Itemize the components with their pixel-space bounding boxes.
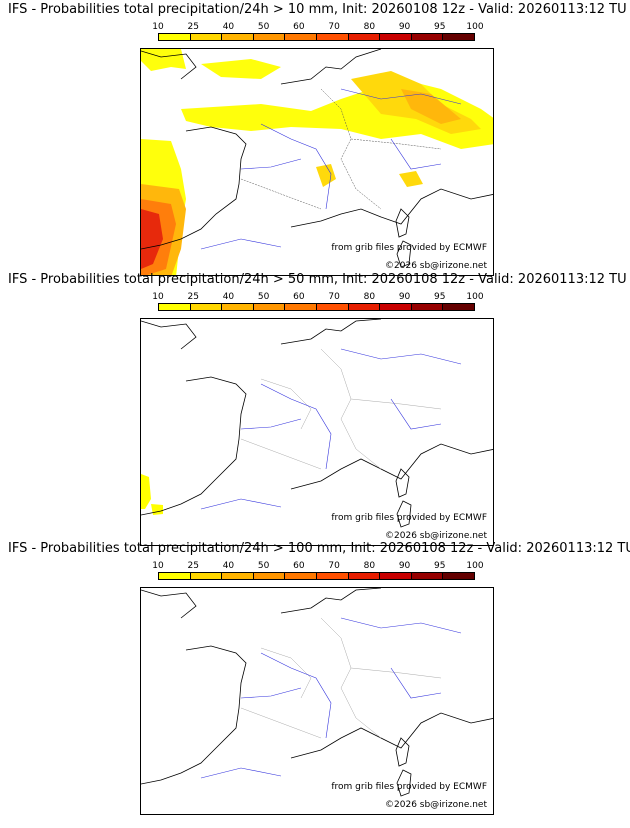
colorbar-tick-label: 60 — [293, 292, 305, 302]
colorbar-tick-label: 50 — [257, 292, 270, 302]
map-frame: from grib files provided by ECMWF ©2026 … — [140, 318, 494, 546]
colorbar — [158, 572, 475, 580]
map-frame: from grib files provided by ECMWF ©2026 … — [140, 587, 494, 815]
colorbar-segment — [190, 34, 223, 40]
colorbar-tick-label: 60 — [293, 561, 305, 571]
colorbar-tick-label: 10 — [152, 292, 164, 302]
panel-title: IFS - Probabilities total precipitation/… — [8, 2, 627, 17]
colorbar-segment — [285, 304, 317, 310]
colorbar-segment — [348, 304, 381, 310]
colorbar-tick-label: 25 — [187, 561, 199, 571]
colorbar-tick-label: 40 — [222, 561, 235, 571]
colorbar-tick-label: 80 — [363, 292, 376, 302]
precip-shading — [141, 49, 493, 275]
copyright: ©2026 sb@irizone.net — [385, 261, 487, 271]
colorbar-tick-label: 90 — [398, 22, 411, 32]
colorbar-tick-label: 50 — [257, 22, 270, 32]
source-credit: from grib files provided by ECMWF — [331, 243, 487, 253]
colorbar-segment — [316, 573, 349, 579]
copyright: ©2026 sb@irizone.net — [385, 800, 487, 810]
colorbar-segment — [222, 573, 254, 579]
colorbar-segment — [411, 573, 444, 579]
colorbar-tick-label: 80 — [363, 561, 376, 571]
map-panel-50mm: IFS - Probabilities total precipitation/… — [0, 270, 630, 546]
panel-title: IFS - Probabilities total precipitation/… — [8, 541, 630, 556]
colorbar-segment — [190, 573, 223, 579]
colorbar-tick-label: 70 — [328, 292, 340, 302]
colorbar-tick-label: 25 — [187, 292, 199, 302]
panel-title: IFS - Probabilities total precipitation/… — [8, 272, 627, 287]
coastline — [141, 319, 493, 528]
colorbar-tick-label: 40 — [222, 22, 235, 32]
colorbar-segment — [222, 34, 254, 40]
borders — [240, 88, 442, 210]
colorbar-segment — [159, 34, 191, 40]
colorbar-tick-label: 60 — [293, 22, 305, 32]
colorbar-tick-label: 70 — [328, 22, 340, 32]
colorbar-segment — [380, 34, 412, 40]
copyright: ©2026 sb@irizone.net — [385, 531, 487, 541]
colorbar-segment — [253, 34, 286, 40]
colorbar-tick-label: 40 — [222, 292, 235, 302]
colorbar-segment — [159, 304, 191, 310]
rivers — [200, 617, 462, 779]
coastline — [141, 49, 493, 268]
rivers — [200, 348, 462, 510]
colorbar-segment — [159, 573, 191, 579]
source-credit: from grib files provided by ECMWF — [331, 513, 487, 523]
colorbar — [158, 303, 475, 311]
colorbar-segment — [253, 573, 286, 579]
colorbar-tick-label: 100 — [466, 292, 484, 302]
map-panel-10mm: IFS - Probabilities total precipitation/… — [0, 0, 630, 276]
colorbar-tick-label: 100 — [466, 22, 484, 32]
colorbar-tick-label: 80 — [363, 22, 376, 32]
colorbar-segment — [443, 34, 474, 40]
colorbar-segment — [285, 34, 317, 40]
colorbar-segment — [411, 34, 444, 40]
colorbar-segment — [380, 573, 412, 579]
colorbar-ticks: 10 25 40 50 60 70 80 90 95 100 — [152, 22, 483, 33]
rivers — [200, 88, 462, 250]
colorbar-segment — [222, 304, 254, 310]
colorbar-tick-label: 10 — [152, 561, 164, 571]
map-panel-100mm: IFS - Probabilities total precipitation/… — [0, 539, 630, 815]
colorbar — [158, 33, 475, 41]
map-canvas — [141, 319, 493, 528]
map-frame: from grib files provided by ECMWF ©2026 … — [140, 48, 494, 276]
coastline — [141, 588, 493, 797]
colorbar-tick-label: 90 — [398, 561, 411, 571]
colorbar-segment — [190, 304, 223, 310]
map-canvas — [141, 49, 493, 275]
source-credit: from grib files provided by ECMWF — [331, 782, 487, 792]
colorbar-tick-label: 90 — [398, 292, 411, 302]
colorbar-segment — [443, 573, 474, 579]
colorbar-tick-label: 10 — [152, 22, 164, 32]
map-canvas — [141, 588, 493, 797]
colorbar-segment — [348, 34, 381, 40]
colorbar-tick-label: 95 — [434, 22, 446, 32]
colorbar-segment — [443, 304, 474, 310]
colorbar-tick-label: 25 — [187, 22, 199, 32]
colorbar-tick-label: 70 — [328, 561, 340, 571]
precip-shading — [141, 474, 163, 515]
colorbar-ticks: 10 25 40 50 60 70 80 90 95 100 — [152, 292, 483, 303]
colorbar-ticks: 10 25 40 50 60 70 80 90 95 100 — [152, 561, 483, 572]
colorbar-segment — [411, 304, 444, 310]
colorbar-segment — [348, 573, 381, 579]
colorbar-tick-label: 100 — [466, 561, 484, 571]
colorbar-segment — [285, 573, 317, 579]
colorbar-segment — [253, 304, 286, 310]
borders — [240, 617, 442, 739]
colorbar-segment — [380, 304, 412, 310]
colorbar-tick-label: 95 — [434, 292, 446, 302]
colorbar-segment — [316, 34, 349, 40]
colorbar-tick-label: 95 — [434, 561, 446, 571]
colorbar-segment — [316, 304, 349, 310]
borders — [240, 348, 442, 470]
colorbar-tick-label: 50 — [257, 561, 270, 571]
